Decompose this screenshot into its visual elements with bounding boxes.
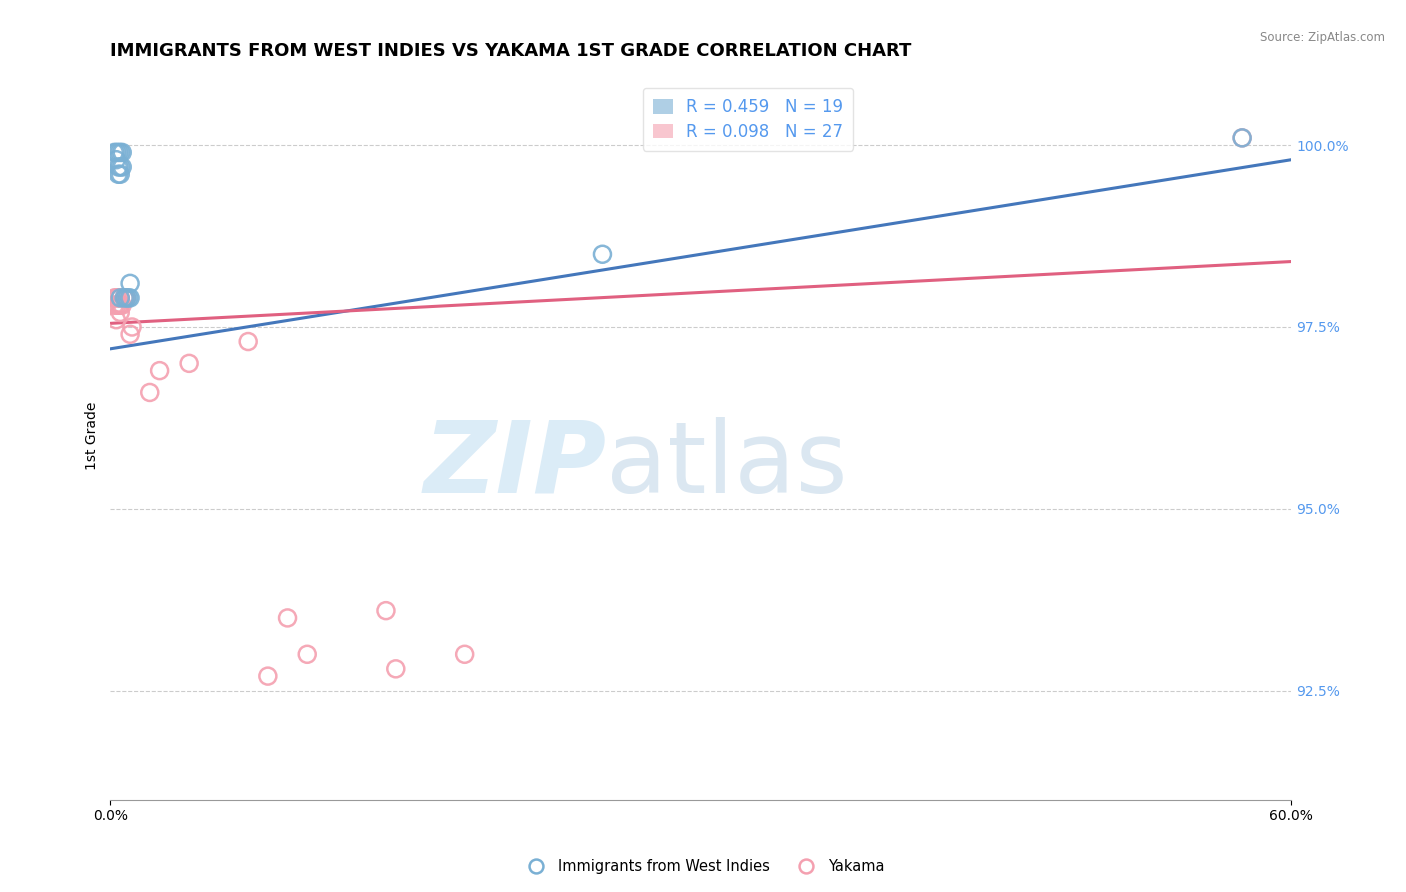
Y-axis label: 1st Grade: 1st Grade	[86, 402, 100, 470]
Point	[111, 145, 134, 160]
Point	[107, 167, 129, 181]
Point	[105, 145, 128, 160]
Point	[297, 648, 319, 662]
Point	[107, 291, 129, 305]
Point	[111, 298, 134, 312]
Point	[238, 334, 260, 349]
Point	[105, 153, 128, 167]
Point	[110, 291, 132, 305]
Point	[103, 291, 125, 305]
Legend: Immigrants from West Indies, Yakama: Immigrants from West Indies, Yakama	[516, 854, 890, 880]
Point	[117, 291, 139, 305]
Point	[139, 385, 162, 400]
Point	[105, 312, 128, 326]
Point	[112, 291, 135, 305]
Point	[454, 648, 477, 662]
Point	[120, 277, 142, 291]
Point	[375, 604, 398, 618]
Point	[1230, 131, 1253, 145]
Point	[110, 291, 132, 305]
Point	[257, 669, 280, 683]
Point	[111, 160, 134, 174]
Point	[149, 364, 172, 378]
Point	[110, 160, 132, 174]
Point	[120, 327, 142, 342]
Point	[112, 291, 135, 305]
Point	[110, 305, 132, 319]
Point	[1230, 131, 1253, 145]
Point	[110, 145, 132, 160]
Point	[105, 298, 128, 312]
Point	[385, 662, 408, 676]
Point	[120, 291, 142, 305]
Point	[103, 145, 125, 160]
Point	[107, 298, 129, 312]
Point	[103, 298, 125, 312]
Point	[115, 291, 138, 305]
Text: ZIP: ZIP	[423, 417, 606, 514]
Text: atlas: atlas	[606, 417, 848, 514]
Point	[107, 160, 129, 174]
Point	[591, 247, 613, 261]
Point	[110, 167, 132, 181]
Point	[277, 611, 299, 625]
Point	[115, 291, 138, 305]
Point	[110, 298, 132, 312]
Text: IMMIGRANTS FROM WEST INDIES VS YAKAMA 1ST GRADE CORRELATION CHART: IMMIGRANTS FROM WEST INDIES VS YAKAMA 1S…	[111, 42, 911, 60]
Legend: R = 0.459   N = 19, R = 0.098   N = 27: R = 0.459 N = 19, R = 0.098 N = 27	[643, 88, 853, 151]
Point	[179, 356, 201, 370]
Point	[121, 320, 143, 334]
Point	[105, 291, 128, 305]
Point	[107, 145, 129, 160]
Text: Source: ZipAtlas.com: Source: ZipAtlas.com	[1260, 31, 1385, 45]
